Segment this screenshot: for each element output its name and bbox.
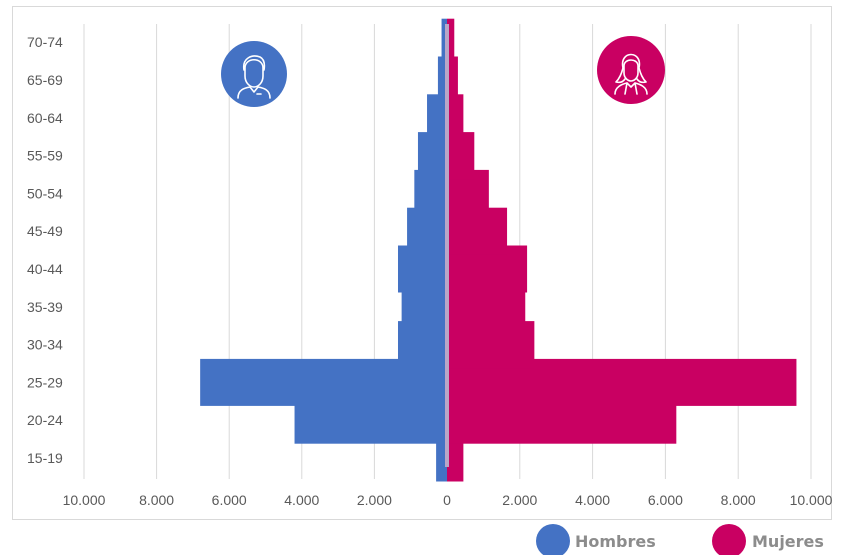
bars	[200, 18, 797, 482]
x-tick-label: 4.000	[575, 492, 610, 508]
y-tick-label: 15-19	[27, 450, 63, 466]
x-axis-labels: 10.000 8.000 6.000 4.000 2.000 0 2.000 4.000 6.0…	[63, 492, 833, 508]
zero-divider	[445, 24, 449, 467]
bar-hombres	[427, 94, 447, 142]
bar-mujeres	[447, 56, 458, 104]
x-tick-label: 6.000	[212, 492, 247, 508]
x-tick-label: 6.000	[648, 492, 683, 508]
x-tick-label: 4.000	[284, 492, 319, 508]
man-icon-circle	[221, 41, 287, 107]
x-tick-label: 2.000	[357, 492, 392, 508]
legend-item-mujeres: Mujeres	[712, 524, 824, 555]
y-axis-labels: 15-19 20-24 25-29 30-34 35-39 40-44 45-49 50-54…	[27, 34, 63, 466]
woman-icon-circle	[597, 36, 665, 104]
bar-hombres	[436, 434, 447, 482]
y-tick-label: 20-24	[27, 412, 63, 428]
x-tick-label: 2.000	[502, 492, 537, 508]
y-tick-label: 50-54	[27, 185, 63, 201]
chart-frame	[12, 6, 832, 520]
y-tick-label: 40-44	[27, 261, 63, 277]
y-tick-label: 45-49	[27, 223, 63, 239]
legend-swatch-mujeres	[712, 524, 746, 555]
legend-swatch-hombres	[536, 524, 570, 555]
y-tick-label: 65-69	[27, 72, 63, 88]
bar-hombres	[441, 18, 447, 66]
y-tick-label: 30-34	[27, 337, 63, 353]
legend-label-mujeres: Mujeres	[752, 532, 824, 551]
x-tick-label: 8.000	[139, 492, 174, 508]
x-tick-label: 0	[443, 492, 451, 508]
legend-item-hombres: Hombres	[536, 524, 656, 555]
y-tick-label: 60-64	[27, 110, 63, 126]
y-tick-label: 25-29	[27, 374, 63, 390]
bar-hombres	[437, 56, 447, 104]
bar-mujeres	[447, 434, 464, 482]
center-line	[445, 24, 449, 467]
x-tick-label: 10.000	[790, 492, 833, 508]
y-tick-label: 55-59	[27, 148, 63, 164]
bar-mujeres	[447, 18, 455, 66]
legend-label-hombres: Hombres	[575, 532, 656, 551]
x-tick-label: 10.000	[63, 492, 106, 508]
man-icon	[221, 41, 287, 107]
y-tick-label: 35-39	[27, 299, 63, 315]
x-tick-label: 8.000	[721, 492, 756, 508]
y-tick-label: 70-74	[27, 34, 63, 50]
legend: Hombres Mujeres	[536, 524, 824, 555]
bar-mujeres	[447, 94, 464, 142]
woman-icon	[597, 36, 665, 104]
